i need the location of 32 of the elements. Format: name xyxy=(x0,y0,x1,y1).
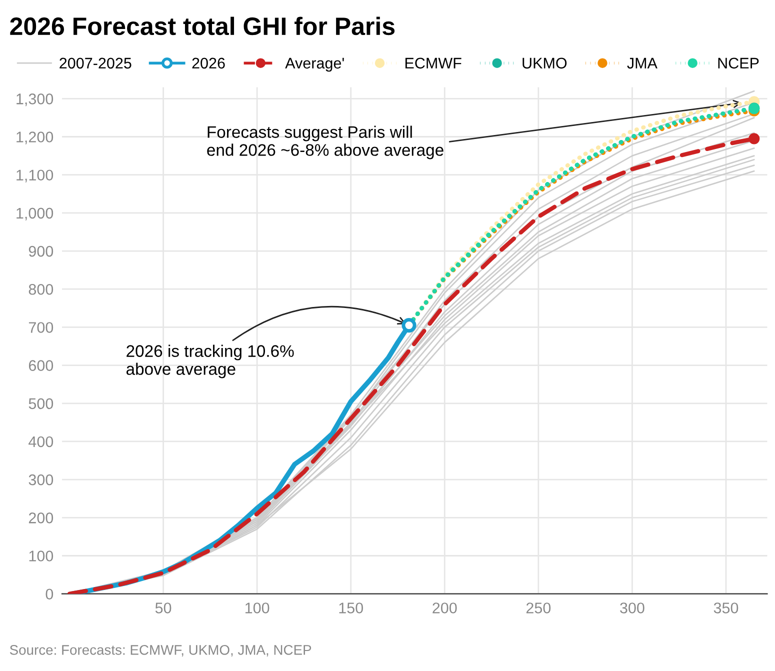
annotation: Forecasts suggest Paris will end 2026 ~6-8% above average xyxy=(207,126,444,160)
x-tick-label: 250 xyxy=(526,602,551,614)
y-tick-label: 1,200 xyxy=(16,132,54,144)
x-tick-label: 300 xyxy=(620,602,644,614)
x-tick-label: 100 xyxy=(245,602,270,614)
y-tick-label: 300 xyxy=(28,474,54,486)
y-tick-label: 800 xyxy=(28,284,54,295)
legend-label: JMA xyxy=(627,58,658,69)
x-tick-label: 350 xyxy=(714,602,738,614)
y-tick-label: 700 xyxy=(28,322,54,333)
y-tick-label: 900 xyxy=(28,246,54,257)
y-tick-label: 100 xyxy=(29,550,54,562)
x-tick-label: 200 xyxy=(432,602,457,614)
y-tick-label: 0 xyxy=(46,588,54,600)
legend-label: 2026 xyxy=(192,58,225,69)
x-tick-label: 150 xyxy=(339,602,363,614)
legend-label: Average' xyxy=(285,58,344,72)
y-tick-label: 600 xyxy=(28,360,54,371)
legend-label: ECMWF xyxy=(405,58,462,69)
annotation: 2026 is tracking 10.6% above average xyxy=(126,344,294,378)
y-tick-label: 1,000 xyxy=(16,208,54,220)
chart-title: 2026 Forecast total GHI for Paris xyxy=(10,16,395,36)
legend-label: UKMO xyxy=(522,58,567,69)
y-tick-label: 500 xyxy=(28,398,54,410)
legend-label: 2007-2025 xyxy=(60,58,132,69)
y-tick-label: 200 xyxy=(28,512,54,524)
x-tick-label: 50 xyxy=(155,602,172,614)
y-tick-label: 1,300 xyxy=(16,94,54,106)
legend-label: NCEP xyxy=(718,58,759,69)
source-note: Source: Forecasts: ECMWF, UKMO, JMA, NCEP xyxy=(10,645,312,656)
y-tick-label: 1,100 xyxy=(16,170,54,182)
y-tick-label: 400 xyxy=(28,436,54,448)
